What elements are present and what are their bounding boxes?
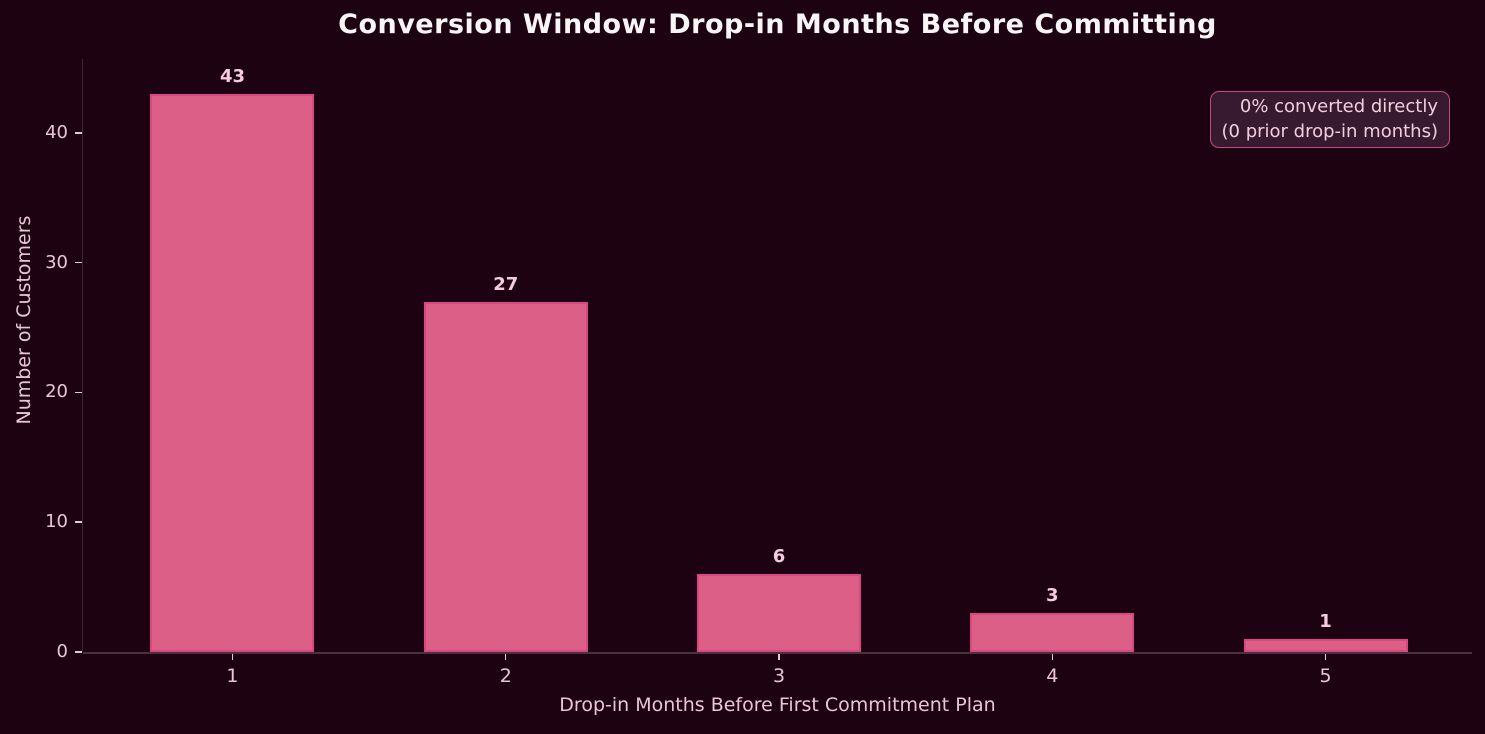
x-tick-mark xyxy=(778,654,780,660)
bar xyxy=(150,94,315,652)
bar-value-label: 6 xyxy=(772,546,786,568)
bar-value-label: 27 xyxy=(493,273,519,295)
x-tick-label: 3 xyxy=(772,665,786,687)
annotation-line-2: (0 prior drop-in months) xyxy=(1221,121,1438,142)
y-axis-spine xyxy=(81,59,83,652)
bar xyxy=(423,301,588,652)
x-tick-label: 4 xyxy=(1046,665,1059,687)
bar xyxy=(1243,639,1408,652)
bar-value-label: 43 xyxy=(219,66,245,88)
y-tick-label: 30 xyxy=(45,251,68,273)
bar-value-label: 1 xyxy=(1319,611,1332,633)
bar xyxy=(970,613,1135,652)
annotation-line-1: 0% converted directly xyxy=(1239,96,1438,117)
x-tick-mark xyxy=(1051,654,1054,660)
x-tick-label: 1 xyxy=(226,665,239,687)
y-tick-label: 10 xyxy=(45,511,68,533)
x-tick-label: 5 xyxy=(1319,665,1332,687)
x-tick-mark xyxy=(504,654,507,660)
chart-title: Conversion Window: Drop-in Months Before… xyxy=(338,9,1217,40)
annotation-box: 0% converted directly (0 prior drop-in m… xyxy=(1209,91,1450,148)
bar xyxy=(697,574,861,652)
x-tick-mark xyxy=(231,654,234,660)
y-tick-mark xyxy=(74,132,82,134)
y-tick-mark xyxy=(74,521,82,523)
x-tick-mark xyxy=(1324,654,1327,660)
y-tick-label: 0 xyxy=(56,641,68,662)
x-tick-label: 2 xyxy=(499,665,512,687)
y-tick-label: 40 xyxy=(45,121,68,143)
y-tick-mark xyxy=(74,261,82,264)
y-tick-label: 20 xyxy=(45,381,68,403)
x-axis-label: Drop-in Months Before First Commitment P… xyxy=(559,694,996,716)
bar-value-label: 3 xyxy=(1046,585,1059,607)
x-axis-spine xyxy=(83,652,1472,654)
y-tick-mark xyxy=(74,391,82,394)
y-tick-mark xyxy=(74,651,82,653)
